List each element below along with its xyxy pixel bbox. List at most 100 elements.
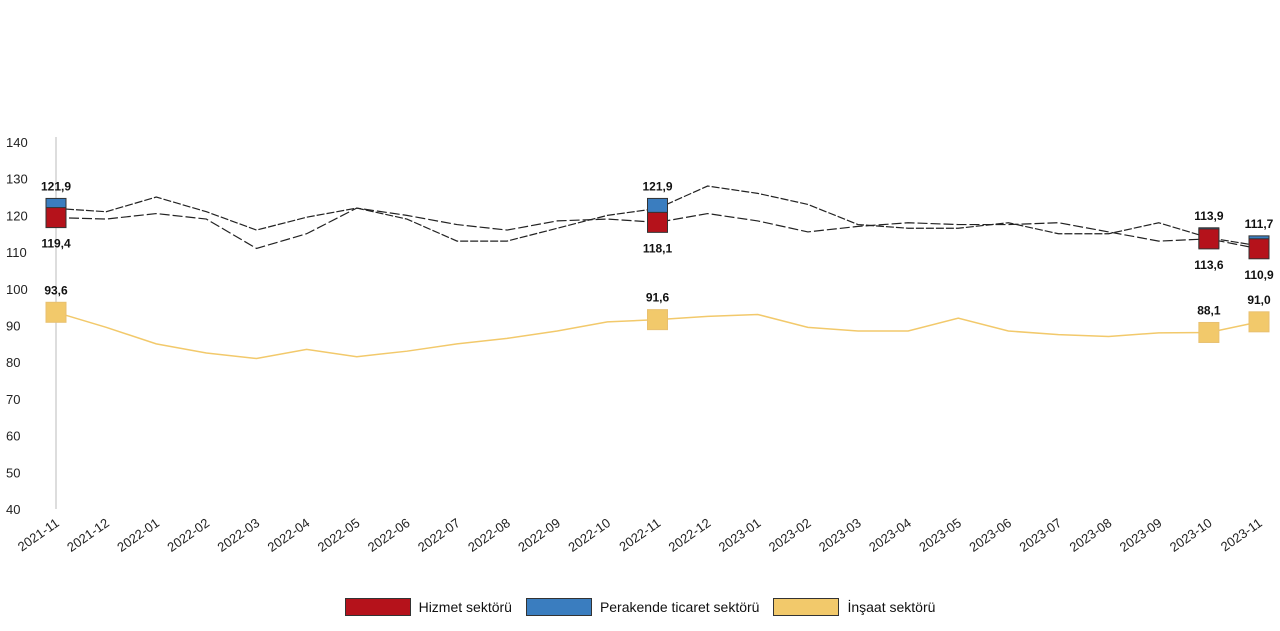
data-point: [606, 214, 608, 216]
data-marker: [1198, 321, 1220, 343]
data-label: 91,0: [1247, 293, 1271, 307]
x-tick-label: 2023-06: [966, 515, 1014, 555]
y-tick-label: 50: [6, 465, 20, 480]
data-point: [907, 330, 909, 332]
data-point: [1007, 330, 1009, 332]
y-tick-label: 90: [6, 319, 20, 334]
data-point: [155, 213, 157, 215]
x-tick-label: 2022-07: [415, 515, 463, 555]
data-point: [1058, 222, 1060, 224]
data-label: 113,9: [1194, 209, 1224, 223]
data-point: [406, 218, 408, 220]
y-tick-label: 120: [6, 208, 28, 223]
data-point: [957, 227, 959, 229]
data-label: 121,9: [41, 179, 71, 193]
data-point: [707, 185, 709, 187]
y-tick-label: 140: [6, 135, 28, 150]
data-label: 91,6: [646, 291, 670, 305]
data-point: [256, 229, 258, 231]
data-point: [506, 240, 508, 242]
data-label: 118,1: [643, 241, 673, 255]
data-label: 113,6: [1194, 258, 1224, 272]
x-tick-label: 2021-11: [15, 515, 62, 554]
legend-label: İnşaat sektörü: [847, 599, 936, 615]
x-tick-label: 2023-09: [1117, 515, 1165, 555]
data-point: [857, 224, 859, 226]
data-point: [957, 224, 959, 226]
legend-item-insaat[interactable]: İnşaat sektörü: [773, 598, 935, 616]
y-tick-label: 80: [6, 355, 20, 370]
y-tick-label: 40: [6, 502, 20, 517]
data-point: [757, 192, 759, 194]
data-point: [155, 343, 157, 345]
data-marker: [1248, 238, 1270, 260]
data-point: [707, 213, 709, 215]
data-label: 121,9: [642, 179, 672, 193]
data-marker: [45, 207, 67, 229]
data-point: [506, 337, 508, 339]
data-point: [957, 317, 959, 319]
data-label: 111,7: [1245, 217, 1274, 231]
data-label: 119,4: [41, 237, 71, 251]
legend-label: Perakende ticaret sektörü: [599, 599, 760, 615]
legend-label: Hizmet sektörü: [418, 599, 512, 615]
y-tick-label: 60: [6, 429, 20, 444]
data-point: [606, 218, 608, 220]
data-point: [1108, 231, 1110, 233]
series-line-0: [55, 207, 1260, 250]
x-tick-label: 2022-04: [265, 515, 313, 555]
data-point: [205, 352, 207, 354]
data-point: [1158, 222, 1160, 224]
x-tick-label: 2022-08: [465, 515, 513, 555]
legend-swatch-hizmet: [344, 598, 411, 616]
line-chart: 40 50 60 70 80 90 100 110 120 130 140 2021-11 2021-1…: [6, 135, 1274, 555]
x-tick-label: 2022-03: [215, 515, 263, 555]
data-point: [807, 326, 809, 328]
x-tick-label: 2023-05: [916, 515, 964, 555]
legend-swatch-insaat: [773, 598, 840, 616]
data-point: [757, 313, 759, 315]
data-point: [857, 225, 859, 227]
data-point: [907, 222, 909, 224]
legend-item-hizmet[interactable]: Hizmet sektörü: [344, 598, 512, 616]
data-point: [556, 227, 558, 229]
data-point: [205, 211, 207, 213]
data-point: [857, 330, 859, 332]
data-point: [1058, 233, 1060, 235]
data-point: [907, 227, 909, 229]
x-tick-label: 2022-05: [315, 515, 363, 555]
data-point: [256, 247, 258, 249]
data-point: [406, 214, 408, 216]
x-tick-label: 2023-02: [766, 515, 814, 555]
x-tick-label: 2023-07: [1017, 515, 1065, 555]
data-point: [456, 240, 458, 242]
x-tick-label: 2022-12: [666, 515, 714, 555]
x-tick-label: 2022-06: [365, 515, 413, 555]
x-tick-label: 2022-09: [515, 515, 563, 555]
data-marker: [45, 301, 67, 323]
data-point: [757, 220, 759, 222]
data-point: [105, 211, 107, 213]
legend: Hizmet sektörü Perakende ticaret sektörü…: [0, 598, 1280, 616]
data-point: [356, 207, 358, 209]
data-point: [556, 330, 558, 332]
data-point: [1158, 240, 1160, 242]
data-point: [306, 348, 308, 350]
x-tick-label: 2021-12: [64, 515, 112, 555]
data-marker: [1198, 228, 1220, 250]
x-tick-label: 2022-11: [616, 515, 663, 554]
data-label: 88,1: [1197, 303, 1221, 317]
y-tick-label: 70: [6, 392, 20, 407]
x-tick-label: 2023-04: [866, 515, 914, 555]
legend-item-perakende[interactable]: Perakende ticaret sektörü: [525, 598, 760, 616]
data-point: [1158, 332, 1160, 334]
data-point: [807, 203, 809, 205]
data-point: [1108, 233, 1110, 235]
data-point: [406, 350, 408, 352]
data-point: [205, 218, 207, 220]
data-point: [306, 216, 308, 218]
y-tick-label: 110: [6, 245, 27, 260]
x-tick-label: 2023-10: [1167, 515, 1215, 555]
data-marker: [647, 309, 668, 331]
data-point: [1007, 222, 1009, 224]
